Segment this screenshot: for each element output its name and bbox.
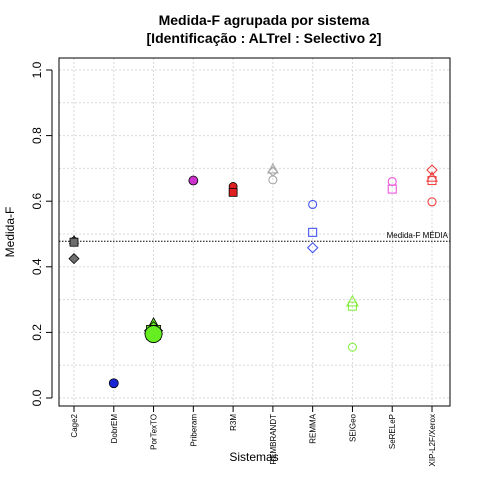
data-point-triangle — [346, 294, 359, 307]
data-point-square — [228, 187, 238, 197]
x-tick-label: XIP-L2F/Xerox — [428, 414, 437, 466]
y-tick-label: 0.8 — [30, 127, 44, 144]
x-tick-label: DobrEM — [110, 414, 119, 444]
data-point-diamond — [68, 253, 80, 265]
data-point-diamond — [426, 164, 438, 176]
data-point-square — [69, 237, 79, 247]
x-tick-label: REMBRANDT — [269, 414, 278, 465]
data-point-circle — [144, 325, 163, 343]
y-tick-label: 0.2 — [30, 324, 44, 341]
x-tick-label: Priberam — [189, 414, 198, 447]
y-tick-label: 0.4 — [30, 258, 44, 275]
data-point-triangle — [267, 162, 279, 174]
x-tick-label: Cage2 — [70, 413, 79, 437]
x-tick-label: REMMA — [309, 413, 318, 443]
x-tick-label: SEIGeo — [348, 413, 357, 442]
data-point-circle — [427, 197, 437, 207]
x-tick-label: SeRELeP — [388, 414, 397, 449]
x-axis: Cage2 DobrEM PorTexTO Priberam R3M REMBRANDT R… — [70, 405, 437, 466]
data-point-circle — [108, 378, 119, 389]
data-point-circle — [188, 175, 199, 186]
reference-line-label: Medida-F MÉDIA — [387, 231, 449, 240]
points — [68, 162, 438, 389]
data-point-circle — [308, 199, 318, 210]
data-point-square — [347, 301, 357, 311]
y-tick-label: 1.0 — [30, 61, 44, 78]
y-axis: 0.0 0.2 0.4 0.6 0.8 1.0 — [30, 61, 53, 406]
data-point-square — [308, 227, 318, 237]
data-point-circle — [347, 342, 357, 352]
grid — [59, 58, 450, 406]
data-point-circle — [268, 175, 278, 185]
y-tick-label: 0.0 — [30, 389, 44, 406]
chart-subtitle: [Identificação : ALTrel : Selectivo 2] — [147, 30, 382, 46]
x-tick-label: PorTexTO — [150, 414, 159, 450]
x-axis-title: Sistemas — [229, 450, 278, 464]
chart-title: Medida-F agrupada por sistema — [159, 12, 370, 28]
y-tick-label: 0.6 — [30, 193, 44, 210]
data-point-square — [387, 184, 397, 194]
reference-line-group: Medida-F MÉDIA — [59, 231, 450, 242]
y-axis-title: Medida-F — [3, 207, 17, 258]
data-point-square — [427, 175, 437, 186]
x-tick-label: R3M — [229, 414, 238, 431]
data-point-diamond — [306, 241, 319, 254]
